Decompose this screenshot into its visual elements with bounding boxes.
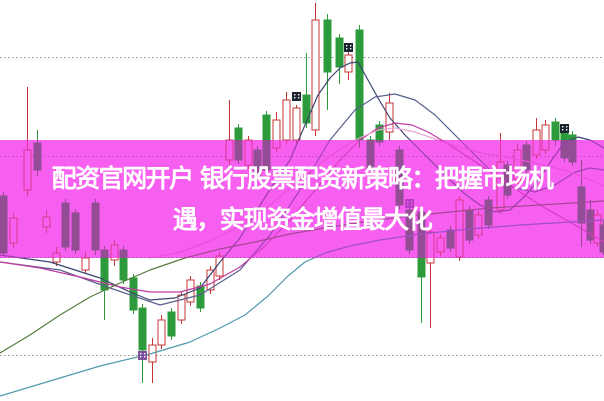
promo-banner: 配资官网开户 银行股票配资新策略：把握市场机 遇，实现资金增值最大化	[0, 140, 604, 258]
promo-banner-line1: 配资官网开户 银行股票配资新策略：把握市场机	[51, 164, 554, 193]
promo-banner-wash	[0, 140, 604, 258]
promo-banner-line2: 遇，实现资金增值最大化	[172, 205, 433, 234]
